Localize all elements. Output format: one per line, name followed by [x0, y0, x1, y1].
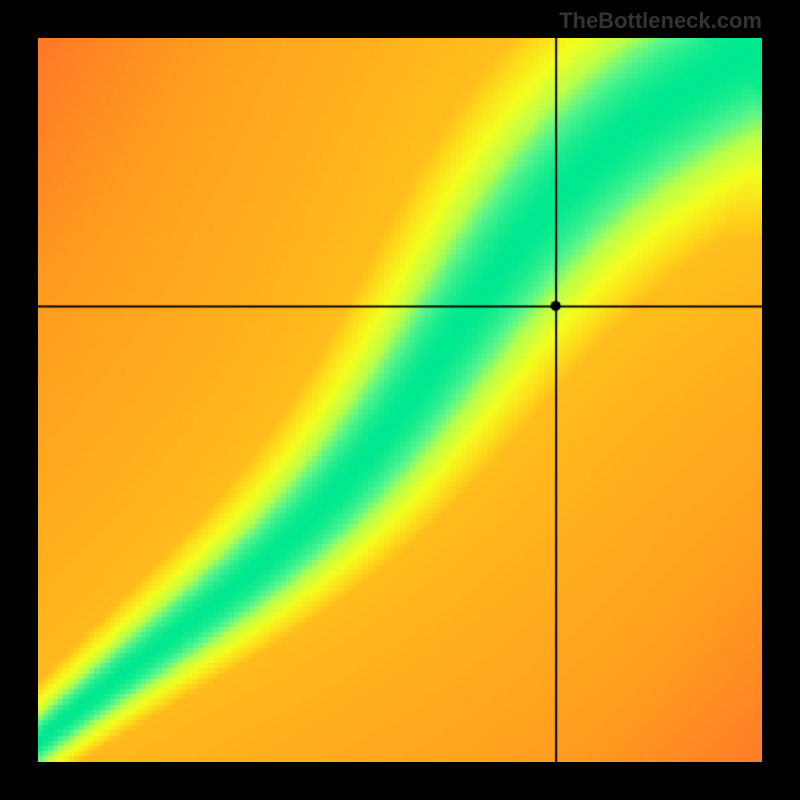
heatmap-canvas: [38, 38, 762, 762]
plot-area: [38, 38, 762, 762]
watermark-text: TheBottleneck.com: [559, 8, 762, 34]
